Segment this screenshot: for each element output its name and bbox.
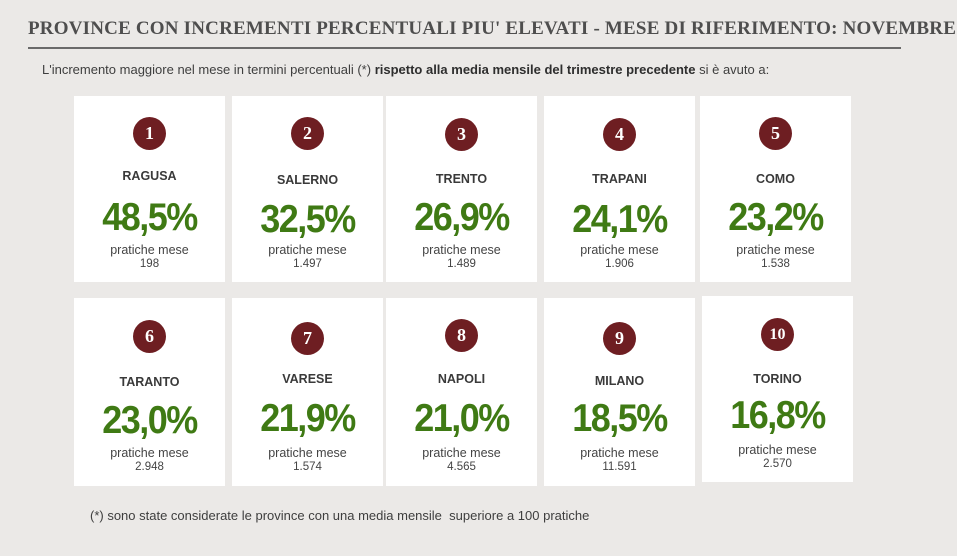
pratiche-count: 2.948 [135,461,164,473]
province-name: TRENTO [435,172,488,186]
pratiche-count: 1.538 [761,258,790,270]
percent-increase: 16,8% [730,392,826,437]
footnote: (*) sono state considerate le province c… [90,508,590,523]
pratiche-label: pratiche mese [580,243,659,257]
percent-increase: 18,5% [572,395,668,440]
pratiche-label: pratiche mese [110,243,189,257]
pratiche-count: 1.574 [293,461,322,473]
percent-increase: 21,9% [260,395,356,440]
percent-increase: 26,9% [414,194,510,239]
rank-badge: 6 [133,320,166,353]
pratiche-label: pratiche mese [422,243,501,257]
intro-text-bold: rispetto alla media mensile del trimestr… [374,62,696,77]
percent-increase: 23,0% [102,397,198,442]
rank-badge: 3 [445,118,478,151]
rank-badge: 5 [759,117,792,150]
percent-increase: 24,1% [572,196,668,241]
province-card-1: 1 RAGUSA 48,5% pratiche mese 198 [74,96,225,282]
province-card-5: 5 COMO 23,2% pratiche mese 1.538 [700,96,851,282]
pratiche-count: 11.591 [602,461,637,473]
province-name: TRAPANI [592,172,647,186]
province-name: RAGUSA [122,169,177,183]
province-name: SALERNO [276,173,339,187]
rank-badge: 8 [445,319,478,352]
percent-increase: 48,5% [102,194,198,239]
pratiche-label: pratiche mese [110,446,189,460]
page-title: PROVINCE CON INCREMENTI PERCENTUALI PIU'… [28,18,957,39]
pratiche-count: 198 [139,258,160,270]
pratiche-count: 1.497 [293,258,322,270]
intro-text: L'incremento maggiore nel mese in termin… [42,62,769,77]
rank-badge: 9 [603,322,636,355]
rank-badge: 1 [133,117,166,150]
province-name: MILANO [594,374,645,388]
title-divider [28,47,901,49]
percent-increase: 23,2% [728,194,824,239]
percent-increase: 21,0% [414,395,510,440]
rank-badge: 10 [761,318,794,351]
intro-text-end: si è avuto a: [695,62,770,77]
pratiche-label: pratiche mese [268,243,347,257]
pratiche-count: 1.489 [447,258,476,270]
province-card-3: 3 TRENTO 26,9% pratiche mese 1.489 [386,96,537,282]
percent-increase: 32,5% [260,196,356,241]
pratiche-label: pratiche mese [738,443,817,457]
rank-badge: 7 [291,322,324,355]
rank-badge: 4 [603,118,636,151]
province-card-9: 9 MILANO 18,5% pratiche mese 11.591 [544,298,695,486]
province-name: VARESE [282,372,333,386]
province-card-4: 4 TRAPANI 24,1% pratiche mese 1.906 [544,96,695,282]
province-name: COMO [756,172,795,186]
pratiche-count: 4.565 [447,461,476,473]
pratiche-count: 1.906 [605,258,634,270]
pratiche-label: pratiche mese [422,446,501,460]
rank-badge: 2 [291,117,324,150]
pratiche-label: pratiche mese [580,446,659,460]
province-card-8: 8 NAPOLI 21,0% pratiche mese 4.565 [386,298,537,486]
province-card-2: 2 SALERNO 32,5% pratiche mese 1.497 [232,96,383,282]
pratiche-label: pratiche mese [268,446,347,460]
pratiche-count: 2.570 [763,458,792,470]
province-card-7: 7 VARESE 21,9% pratiche mese 1.574 [232,298,383,486]
province-name: TARANTO [119,375,180,389]
pratiche-label: pratiche mese [736,243,815,257]
province-card-6: 6 TARANTO 23,0% pratiche mese 2.948 [74,298,225,486]
province-card-10: 10 TORINO 16,8% pratiche mese 2.570 [702,296,853,482]
province-name: TORINO [753,372,802,386]
intro-text-start: L'incremento maggiore nel mese in termin… [42,62,375,77]
province-name: NAPOLI [437,372,486,386]
